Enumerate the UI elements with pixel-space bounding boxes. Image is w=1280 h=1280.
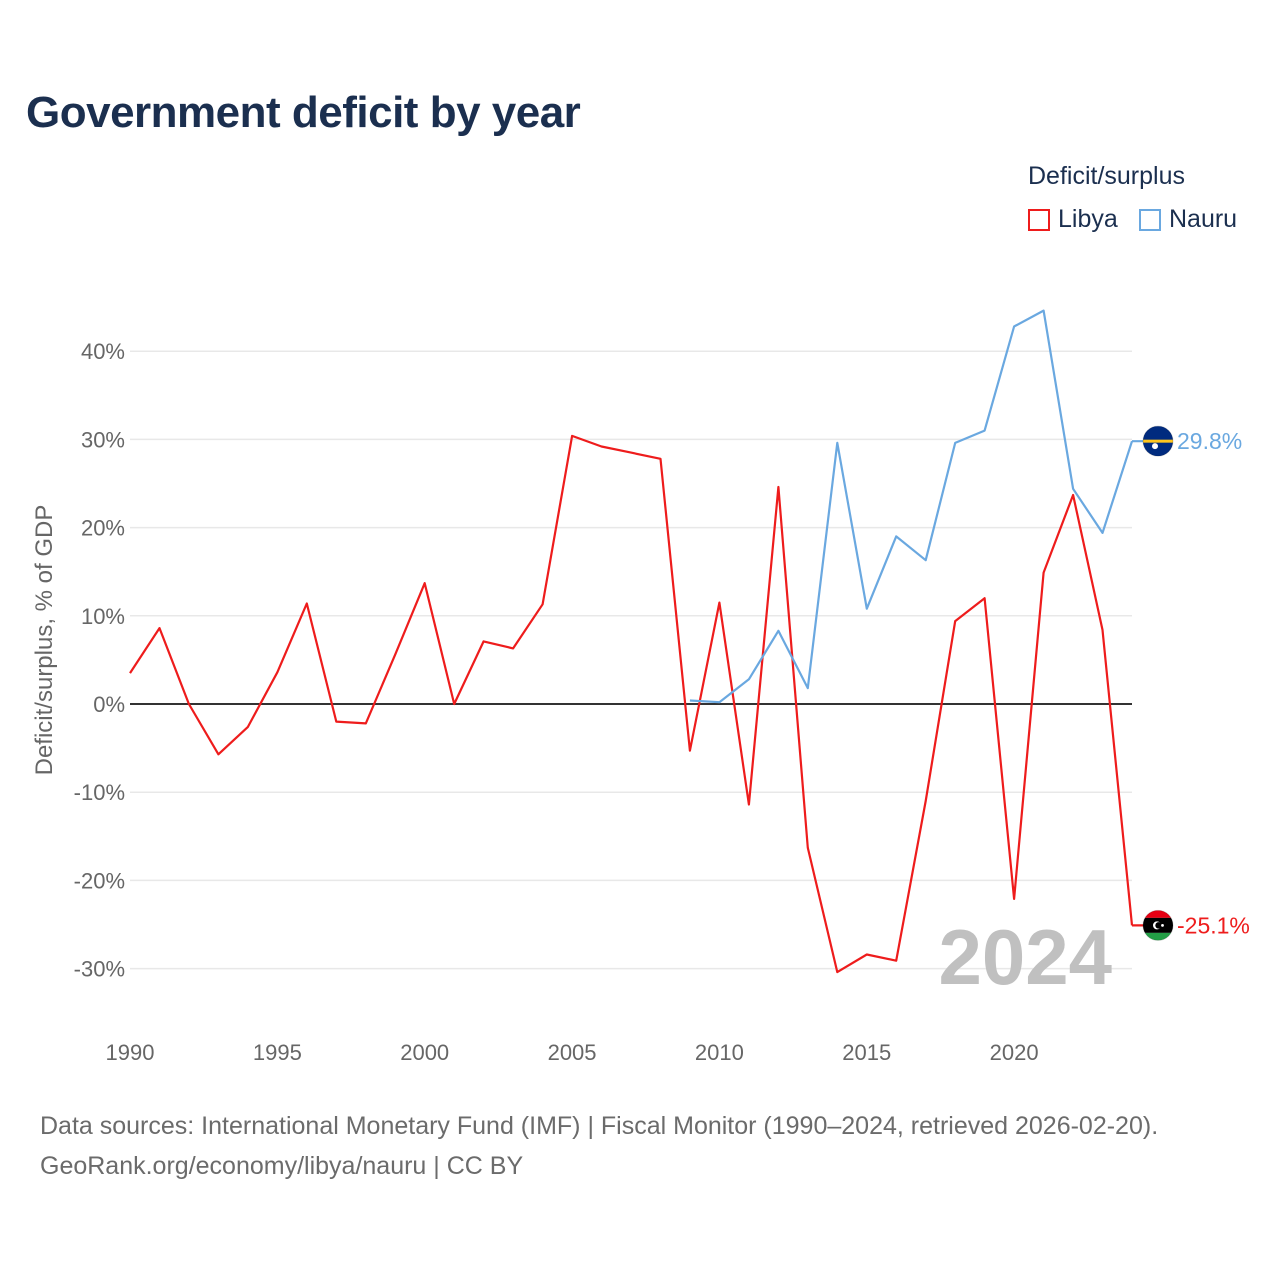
series-line-nauru[interactable] xyxy=(689,309,1134,704)
legend-swatch-nauru xyxy=(1139,208,1161,231)
footer-sources: Data sources: International Monetary Fun… xyxy=(40,1112,1159,1140)
x-tick-label: 2020 xyxy=(990,1040,1039,1065)
footer: Data sources: International Monetary Fun… xyxy=(40,1106,1158,1186)
legend-label-libya: Libya xyxy=(1058,205,1118,233)
legend-title: Deficit/surplus xyxy=(1028,162,1185,190)
x-tick-label: 2000 xyxy=(400,1040,449,1065)
legend-item-nauru[interactable]: Nauru xyxy=(1139,205,1237,234)
end-markers: -25.1% 29.8% xyxy=(1132,425,1250,941)
x-tick-label: 1995 xyxy=(253,1040,302,1065)
year-watermark: 2024 xyxy=(938,913,1112,1001)
y-tick-label: 20% xyxy=(81,516,125,541)
legend-label-nauru: Nauru xyxy=(1169,205,1238,233)
series-lines xyxy=(129,309,1134,974)
y-tick-label: -10% xyxy=(74,780,125,805)
x-axis-ticks: 1990 1995 2000 2005 2010 2015 2020 xyxy=(106,1040,1039,1065)
y-tick-label: 40% xyxy=(81,339,125,364)
x-tick-label: 2010 xyxy=(695,1040,744,1065)
end-value-label-libya: -25.1% xyxy=(1177,912,1250,938)
x-tick-label: 2005 xyxy=(548,1040,597,1065)
x-tick-label: 2015 xyxy=(842,1040,891,1065)
end-value-label-nauru: 29.8% xyxy=(1177,428,1242,454)
y-axis-label: Deficit/surplus, % of GDP xyxy=(31,505,58,776)
series-line-libya[interactable] xyxy=(129,434,1134,974)
legend-item-libya[interactable]: Libya xyxy=(1028,205,1118,234)
y-tick-label: -30% xyxy=(74,957,125,982)
y-tick-label: 10% xyxy=(81,604,125,629)
legend-swatch-libya xyxy=(1028,208,1050,231)
nauru-flag-icon xyxy=(1142,425,1174,457)
y-tick-label: 30% xyxy=(81,427,125,452)
libya-flag-icon xyxy=(1142,909,1174,941)
x-tick-label: 1990 xyxy=(106,1040,155,1065)
y-axis-ticks: 40% 30% 20% 10% 0% -10% -20% -30% xyxy=(74,339,125,981)
y-tick-label: 0% xyxy=(93,692,125,717)
footer-attribution[interactable]: GeoRank.org/economy/libya/nauru | CC BY xyxy=(40,1152,524,1180)
chart-title: Government deficit by year xyxy=(26,88,581,137)
gridlines xyxy=(130,350,1132,970)
y-tick-label: -20% xyxy=(74,868,125,893)
